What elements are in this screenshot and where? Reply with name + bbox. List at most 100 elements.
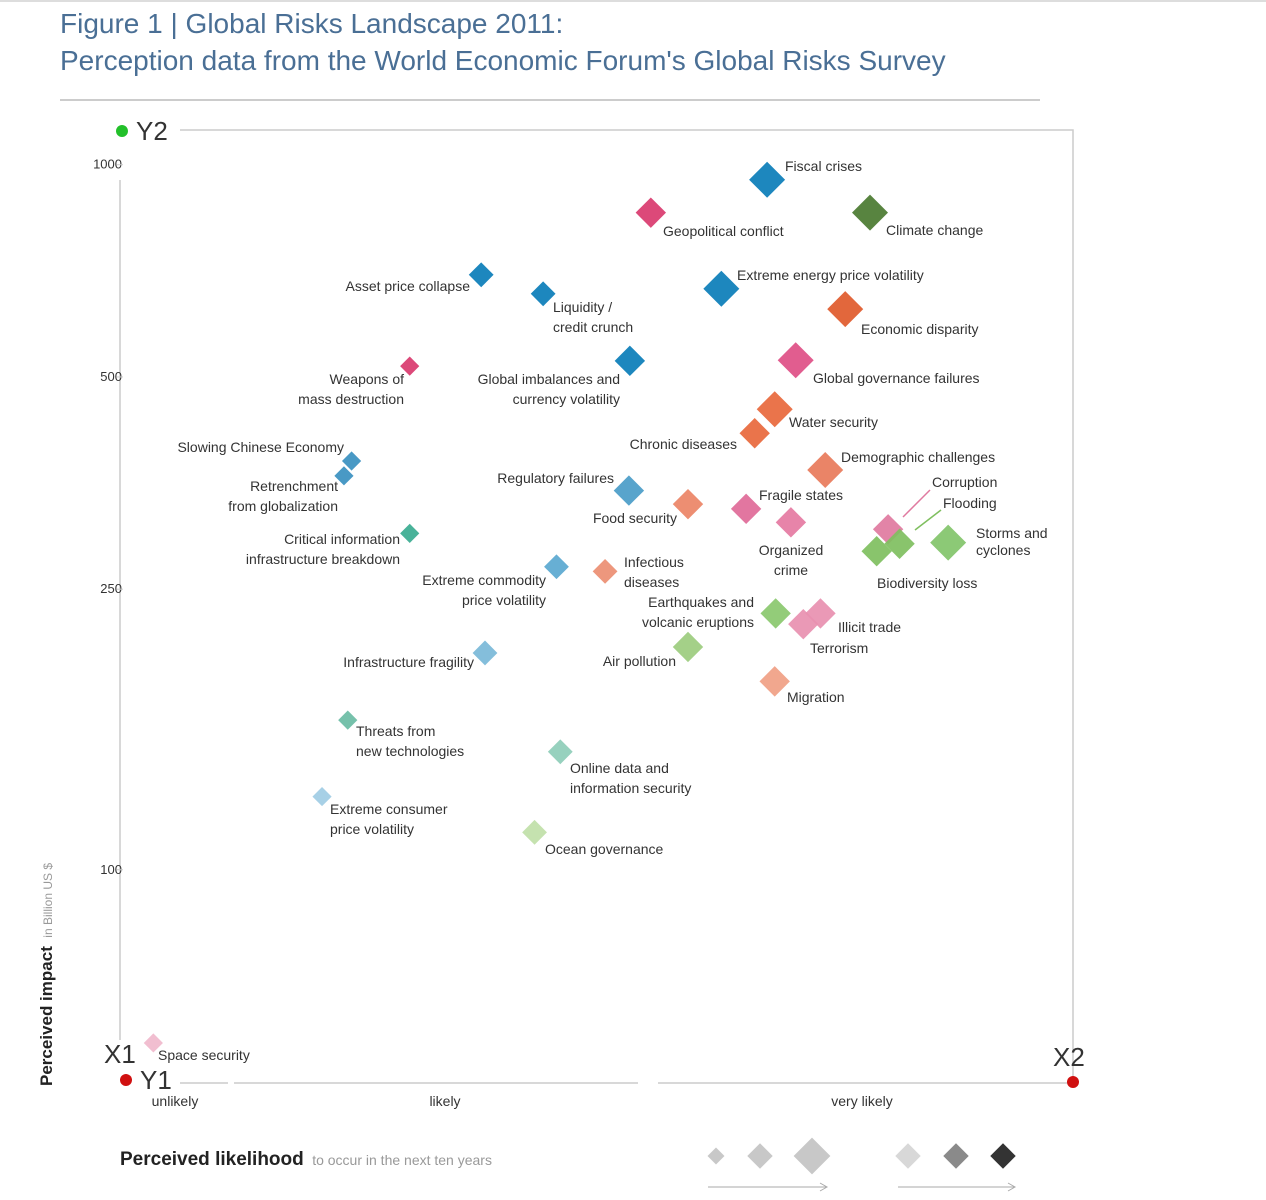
risk-marker <box>730 493 762 525</box>
corner-dot <box>1067 1076 1079 1088</box>
risk-label-line: price volatility <box>462 592 546 608</box>
risk-label-line: Regulatory failures <box>497 470 614 486</box>
risk-label-line: mass destruction <box>298 391 404 407</box>
risk-label-line: credit crunch <box>553 319 633 335</box>
legend <box>707 1137 1017 1192</box>
risk-label: Migration <box>787 689 845 705</box>
risk-label-line: Storms and <box>976 525 1048 541</box>
risk-label: Regulatory failures <box>497 470 614 486</box>
risk-label-line: Infectious <box>624 554 684 570</box>
risk-label: Food security <box>593 510 677 526</box>
risk-label-line: Weapons of <box>330 371 405 387</box>
legend-arrowhead <box>819 1182 829 1192</box>
risk-marker <box>614 345 646 377</box>
risk-marker <box>807 451 844 488</box>
x-tick-label: likely <box>429 1093 460 1109</box>
risk-label: Demographic challenges <box>841 449 995 465</box>
risk-label: Retrenchment from globalization <box>228 478 338 514</box>
risk-label: Infectious diseases <box>624 554 684 590</box>
risk-marker <box>827 291 864 328</box>
risk-marker <box>759 666 790 697</box>
risk-marker <box>592 558 618 584</box>
risk-label-line: price volatility <box>330 821 414 837</box>
risk-label-line: Global governance failures <box>813 370 980 386</box>
corner-dot <box>120 1074 132 1086</box>
risk-label: Infrastructure fragility <box>343 654 474 670</box>
risk-label-line: Infrastructure fragility <box>343 654 474 670</box>
risk-label-line: Water security <box>789 414 878 430</box>
risk-label-line: Extreme consumer <box>330 801 448 817</box>
risk-label-line: volcanic eruptions <box>642 614 754 630</box>
chart-subtitle: Perception data from the World Economic … <box>60 45 946 76</box>
risk-label: Extreme energy price volatility <box>737 267 924 283</box>
y-tick-label: 1000 <box>93 157 122 172</box>
risk-marker <box>861 536 892 567</box>
risk-label-line: Slowing Chinese Economy <box>177 439 344 455</box>
risk-label: Fiscal crises <box>785 158 862 174</box>
risk-marker <box>143 1033 163 1053</box>
risk-marker <box>930 524 967 561</box>
risk-label: Weapons of mass destruction <box>298 371 404 407</box>
risk-label-line: Retrenchment <box>250 478 338 494</box>
risk-label: Slowing Chinese Economy <box>177 439 344 455</box>
risk-label-line: cyclones <box>976 542 1030 558</box>
risk-marker <box>635 197 667 228</box>
risk-label-line: Flooding <box>943 495 997 511</box>
plot-frame <box>180 129 1074 1078</box>
legend-shade-light <box>895 1143 921 1169</box>
leader-line <box>914 509 942 531</box>
y-axis-title: Perceived impact in Billion US $ <box>37 863 56 1086</box>
risk-marker <box>400 523 420 543</box>
risk-label: Economic disparity <box>861 321 979 337</box>
risk-marker <box>547 739 573 765</box>
legend-shade-dark <box>990 1143 1016 1169</box>
chart-title: Figure 1 | Global Risks Landscape 2011: <box>60 8 563 39</box>
y-axis-title-rest: in Billion US $ <box>41 863 55 938</box>
risk-label-line: Food security <box>593 510 677 526</box>
risk-label: Global governance failures <box>813 370 980 386</box>
risk-label: Organized crime <box>759 542 824 578</box>
risk-marker <box>872 514 904 545</box>
risk-marker <box>530 281 556 307</box>
x-tick-label: very likely <box>831 1093 892 1109</box>
corner-label: Y2 <box>136 116 168 146</box>
risk-label-line: Geopolitical conflict <box>663 223 784 239</box>
risk-label: Storms and cyclones <box>976 525 1048 558</box>
risk-label-line: Earthquakes and <box>648 594 754 610</box>
risk-label: Air pollution <box>603 653 676 669</box>
risk-marker <box>544 554 569 580</box>
risk-marker <box>338 710 358 730</box>
risk-label: Flooding <box>943 495 997 511</box>
risk-label-line: Critical information <box>284 531 400 547</box>
risk-marker <box>777 342 814 379</box>
corner-label: X2 <box>1053 1042 1085 1072</box>
risk-label-line: Ocean governance <box>545 841 664 857</box>
risk-marker <box>341 451 362 471</box>
risk-label-line: Biodiversity loss <box>877 575 977 591</box>
risk-label: Corruption <box>932 474 997 490</box>
risk-marker <box>522 819 547 845</box>
risk-label: Critical information infrastructure break… <box>246 531 400 567</box>
risk-label-line: currency volatility <box>513 391 620 407</box>
risk-label: Asset price collapse <box>345 278 470 294</box>
risk-marker <box>613 475 645 506</box>
risk-marker <box>472 640 498 666</box>
risk-marker <box>852 194 889 231</box>
risk-label: Earthquakes and volcanic eruptions <box>642 594 754 630</box>
risk-marker <box>775 507 807 538</box>
x-axis-title: Perceived likelihood to occur in the nex… <box>120 1149 492 1170</box>
risk-label-line: Corruption <box>932 474 997 490</box>
risk-label-line: information security <box>570 780 691 796</box>
y-tick-label: 500 <box>100 369 122 384</box>
risk-label-line: Online data and <box>570 760 669 776</box>
risk-label-line: infrastructure breakdown <box>246 551 400 567</box>
legend-size-small <box>707 1147 725 1165</box>
risk-label-line: Organized <box>759 542 824 558</box>
x-axis-title-bold: Perceived likelihood <box>120 1149 304 1170</box>
risk-label-line: Asset price collapse <box>345 278 470 294</box>
risk-marker <box>672 631 704 663</box>
corner-label: Y1 <box>140 1065 172 1095</box>
legend-shade-mid <box>943 1143 969 1169</box>
risk-marker <box>400 356 420 376</box>
